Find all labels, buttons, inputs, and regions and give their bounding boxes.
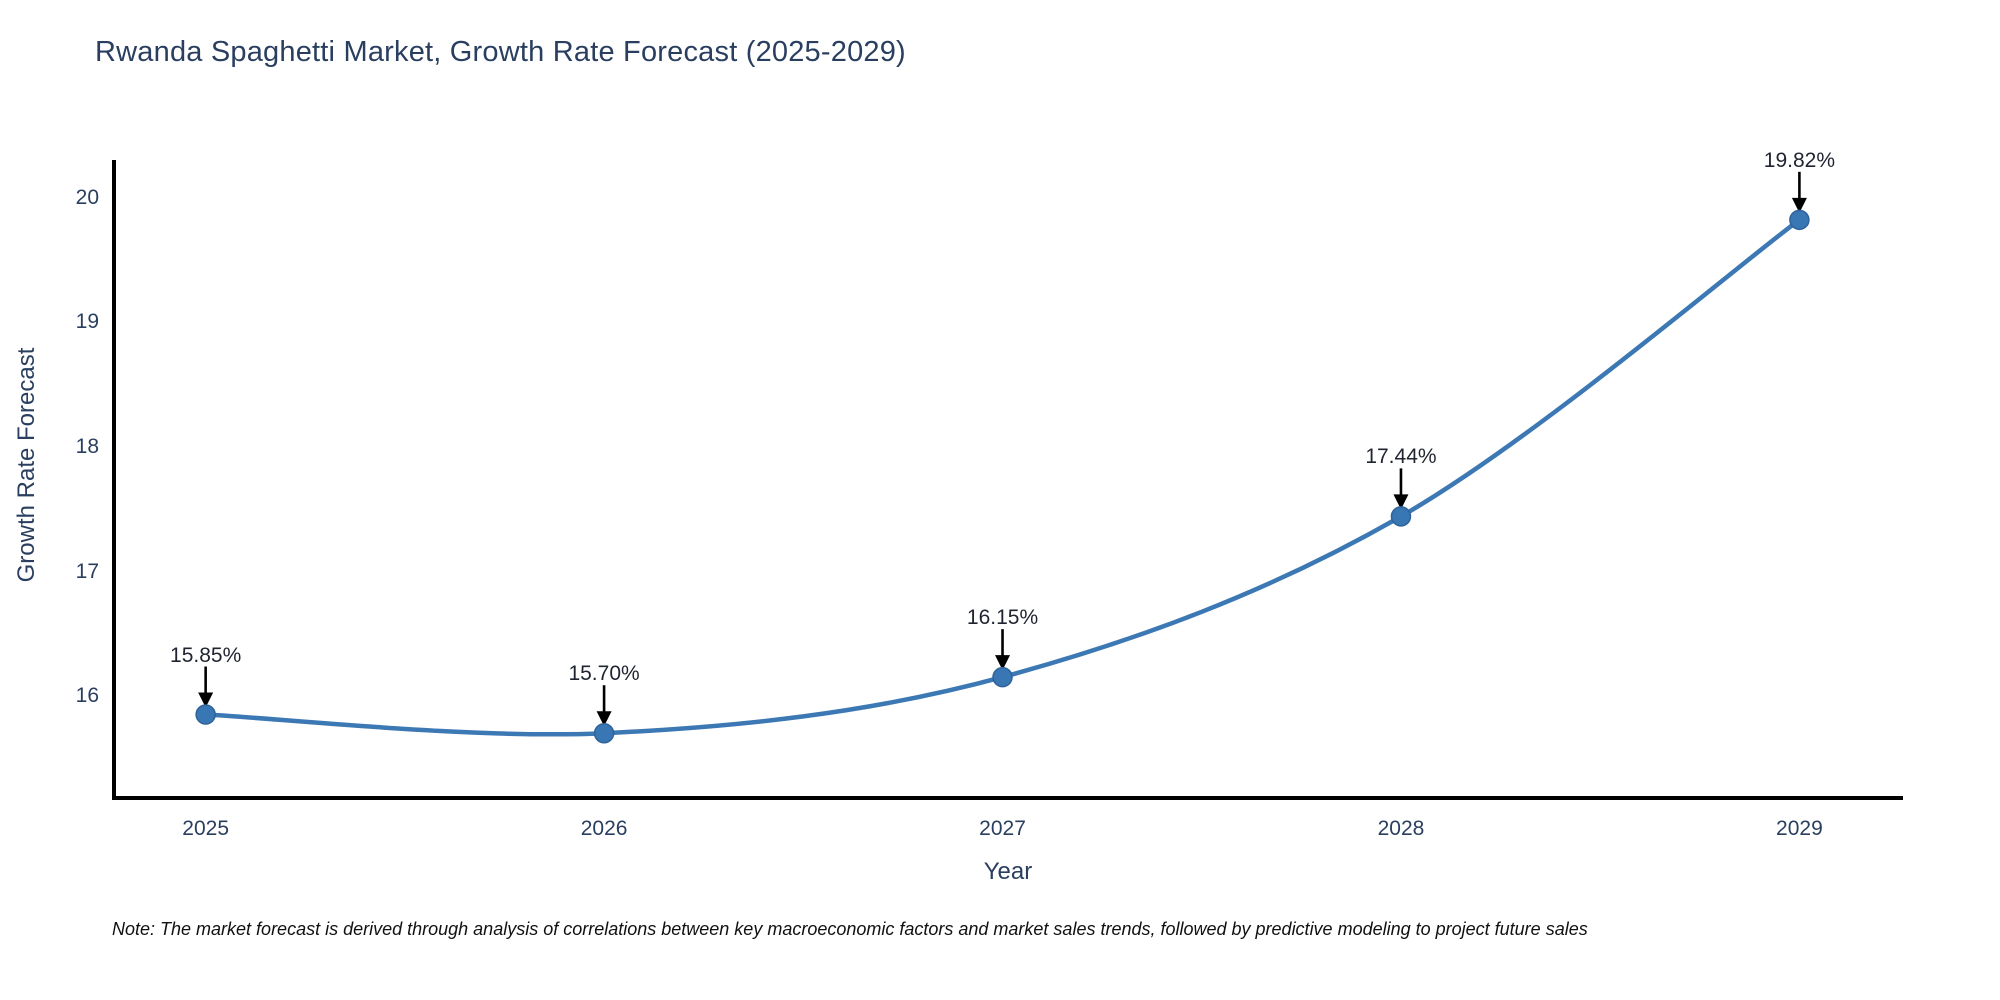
y-tick-label: 19 <box>75 310 99 334</box>
x-tick-label: 2026 <box>580 817 628 840</box>
y-tick-label: 18 <box>75 435 99 459</box>
footnote: Note: The market forecast is derived thr… <box>112 919 1588 939</box>
y-tick-label: 17 <box>75 559 99 583</box>
point-label: 15.85% <box>170 643 242 667</box>
data-point-marker <box>593 722 615 744</box>
x-tick-label: 2028 <box>1377 817 1425 840</box>
annotation-arrow-head <box>1393 494 1409 510</box>
data-point-marker <box>1390 506 1412 527</box>
y-tick-label: 16 <box>75 684 99 708</box>
point-label: 19.82% <box>1763 148 1835 172</box>
x-tick-label: 2025 <box>182 817 229 840</box>
annotation-arrow-head <box>995 655 1011 671</box>
data-point-marker <box>992 666 1013 688</box>
annotation-arrow-head <box>596 711 612 727</box>
point-label: 16.15% <box>966 606 1039 630</box>
point-label: 17.44% <box>1365 445 1437 469</box>
y-axis-title: Growth Rate Forecast <box>13 347 40 583</box>
y-tick-label: 20 <box>75 185 99 209</box>
annotation-arrow-head <box>1791 197 1807 213</box>
annotation-arrow-head <box>198 692 214 708</box>
x-axis-title: Year <box>983 858 1033 885</box>
x-tick-label: 2029 <box>1776 817 1823 840</box>
point-label: 15.70% <box>568 662 640 686</box>
x-tick-label: 2027 <box>979 817 1026 840</box>
chart-title: Rwanda Spaghetti Market, Growth Rate For… <box>95 36 906 68</box>
data-point-marker <box>195 704 216 725</box>
data-point-marker <box>1789 209 1810 231</box>
